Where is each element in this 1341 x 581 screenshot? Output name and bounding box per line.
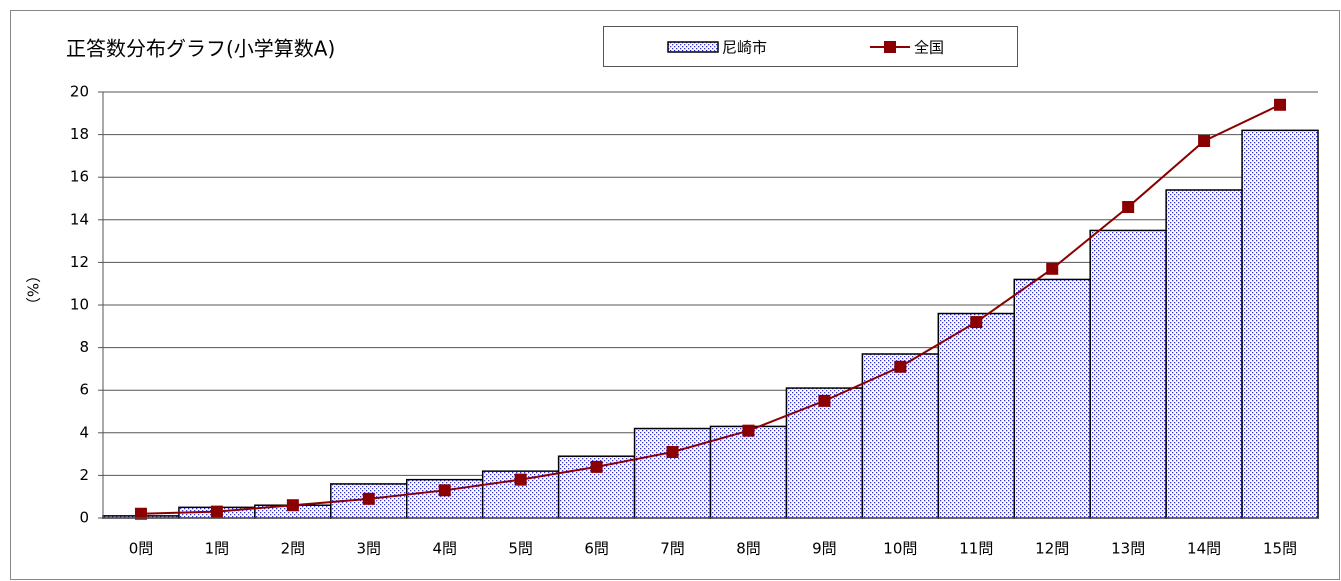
marker — [210, 505, 223, 518]
x-tick-label: 12問 — [1035, 540, 1069, 558]
chart-title: 正答数分布グラフ(小学算数A) — [66, 37, 335, 61]
y-tick-label: 18 — [70, 125, 89, 143]
legend-marker — [884, 41, 896, 53]
legend-swatch — [667, 41, 719, 53]
x-tick-label: 2問 — [281, 540, 306, 558]
x-tick-label: 14問 — [1187, 540, 1221, 558]
marker — [134, 507, 147, 520]
y-tick-label: 4 — [79, 423, 89, 441]
bar — [1165, 189, 1243, 519]
bar — [1241, 129, 1319, 519]
y-tick-label: 20 — [70, 83, 89, 101]
marker — [894, 360, 907, 373]
bar — [1013, 278, 1091, 519]
y-tick-label: 10 — [70, 296, 89, 314]
y-axis-label: （%） — [24, 268, 42, 312]
marker — [1122, 201, 1135, 214]
marker — [666, 445, 679, 458]
y-tick-label: 12 — [70, 253, 89, 271]
bar — [785, 387, 864, 519]
y-tick-label: 0 — [79, 509, 89, 527]
x-tick-label: 10問 — [883, 540, 917, 558]
marker — [362, 492, 375, 505]
y-tick-label: 8 — [79, 338, 89, 356]
x-tick-label: 9問 — [812, 540, 837, 558]
y-tick-label: 16 — [70, 168, 89, 186]
marker — [286, 499, 299, 512]
x-tick-label: 15問 — [1263, 540, 1297, 558]
y-tick-label: 2 — [79, 466, 89, 484]
marker — [1274, 98, 1287, 111]
y-tick-label: 6 — [79, 381, 89, 399]
x-tick-label: 8問 — [736, 540, 761, 558]
x-tick-label: 11問 — [959, 540, 993, 558]
marker — [742, 424, 755, 437]
x-tick-label: 1問 — [205, 540, 230, 558]
x-tick-label: 6問 — [584, 540, 609, 558]
marker — [514, 473, 527, 486]
marker — [590, 460, 603, 473]
x-tick-label: 7問 — [660, 540, 685, 558]
bar — [861, 353, 940, 519]
marker — [818, 394, 831, 407]
bar — [937, 312, 1015, 519]
bar — [1089, 229, 1167, 519]
marker — [1046, 262, 1059, 275]
marker — [438, 484, 451, 497]
x-tick-label: 4問 — [432, 540, 457, 558]
legend-label: 尼崎市 — [722, 39, 767, 57]
x-tick-label: 13問 — [1111, 540, 1145, 558]
x-tick-label: 0問 — [129, 540, 154, 558]
legend-label: 全国 — [914, 39, 944, 57]
bar — [709, 425, 788, 519]
y-tick-label: 14 — [70, 210, 89, 228]
line — [140, 103, 1281, 515]
legend-box — [603, 26, 1018, 67]
bar — [633, 427, 712, 519]
marker — [970, 316, 983, 329]
marker — [1198, 134, 1211, 147]
x-tick-label: 3問 — [357, 540, 382, 558]
x-tick-label: 5問 — [508, 540, 533, 558]
